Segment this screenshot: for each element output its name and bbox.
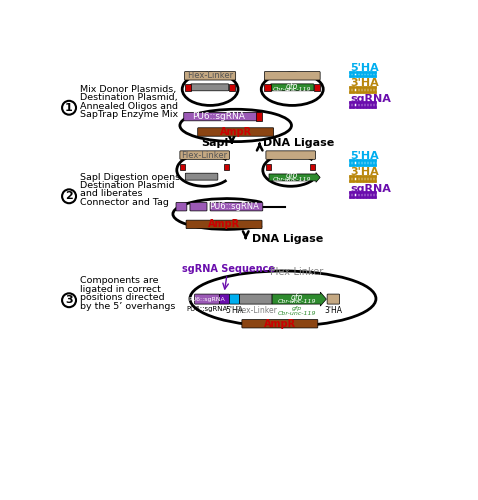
- Text: gfp: gfp: [286, 171, 298, 180]
- FancyBboxPatch shape: [210, 202, 263, 211]
- Text: Annealed Oligos and: Annealed Oligos and: [80, 102, 178, 110]
- PathPatch shape: [272, 292, 326, 306]
- Text: PU6::sgRNA: PU6::sgRNA: [189, 296, 225, 302]
- Text: 2: 2: [65, 192, 73, 202]
- FancyBboxPatch shape: [185, 173, 218, 180]
- Text: gfp
Cbr-unc-119: gfp Cbr-unc-119: [278, 306, 316, 316]
- Text: SapI Digestion opens: SapI Digestion opens: [80, 172, 180, 182]
- FancyBboxPatch shape: [271, 84, 314, 91]
- Text: Connector and Tag: Connector and Tag: [80, 198, 169, 207]
- Text: positions directed: positions directed: [80, 294, 164, 302]
- Text: DNA Ligase: DNA Ligase: [263, 138, 334, 148]
- Text: 3: 3: [65, 295, 73, 305]
- FancyBboxPatch shape: [242, 320, 318, 328]
- Bar: [228, 84, 235, 91]
- Text: sgRNA: sgRNA: [350, 184, 391, 194]
- Text: Components are: Components are: [80, 276, 158, 285]
- Text: gfp: gfp: [291, 292, 303, 302]
- FancyBboxPatch shape: [264, 72, 320, 80]
- Text: 5'HA: 5'HA: [350, 151, 379, 161]
- Text: 3'HA: 3'HA: [325, 306, 342, 314]
- Text: Destination Plasmid,: Destination Plasmid,: [80, 93, 177, 102]
- Text: Cbr-unc-119: Cbr-unc-119: [278, 300, 316, 304]
- Text: 5'HA: 5'HA: [225, 306, 243, 314]
- FancyBboxPatch shape: [184, 112, 261, 121]
- Text: SapI: SapI: [201, 138, 228, 148]
- Text: Cbr-unc-119: Cbr-unc-119: [273, 177, 312, 182]
- Text: PU6::sgRNA: PU6::sgRNA: [209, 202, 259, 211]
- Text: Flex-Linker: Flex-Linker: [187, 72, 233, 80]
- Text: Destination Plasmid: Destination Plasmid: [80, 181, 174, 190]
- Bar: [310, 164, 315, 170]
- Text: Flex-Linker: Flex-Linker: [182, 150, 228, 160]
- Text: Flex-Linker: Flex-Linker: [235, 306, 277, 314]
- FancyBboxPatch shape: [239, 294, 272, 304]
- Bar: [266, 164, 272, 170]
- Text: sgRNA: sgRNA: [350, 94, 391, 104]
- Bar: [180, 164, 185, 170]
- Text: PU6::sgRNA: PU6::sgRNA: [192, 112, 245, 121]
- Bar: [264, 84, 271, 91]
- FancyBboxPatch shape: [186, 220, 262, 228]
- Text: gfp: gfp: [286, 82, 298, 90]
- Text: AmpR: AmpR: [264, 318, 296, 328]
- Text: by the 5’ overhangs: by the 5’ overhangs: [80, 302, 175, 311]
- Bar: [314, 84, 320, 91]
- Text: 1: 1: [65, 102, 73, 113]
- Text: 5'HA: 5'HA: [350, 62, 379, 72]
- Bar: [256, 112, 262, 121]
- FancyBboxPatch shape: [195, 294, 219, 304]
- FancyBboxPatch shape: [229, 294, 239, 304]
- FancyBboxPatch shape: [180, 151, 229, 160]
- FancyBboxPatch shape: [327, 294, 339, 304]
- Text: Flex-Linker: Flex-Linker: [270, 267, 324, 277]
- FancyBboxPatch shape: [266, 151, 315, 160]
- Bar: [224, 164, 229, 170]
- Text: AmpR: AmpR: [208, 220, 240, 230]
- Text: AmpR: AmpR: [219, 127, 252, 137]
- Text: Mix Donor Plasmids,: Mix Donor Plasmids,: [80, 85, 176, 94]
- FancyBboxPatch shape: [198, 128, 273, 136]
- Text: sgRNA Sequence: sgRNA Sequence: [182, 264, 275, 274]
- PathPatch shape: [269, 172, 320, 182]
- Bar: [185, 84, 191, 91]
- FancyBboxPatch shape: [185, 72, 236, 80]
- FancyBboxPatch shape: [191, 84, 228, 91]
- FancyBboxPatch shape: [219, 294, 229, 304]
- Text: 3'HA: 3'HA: [350, 78, 379, 88]
- Text: Cbr-unc-119: Cbr-unc-119: [273, 87, 312, 92]
- Text: SapTrap Enzyme Mix: SapTrap Enzyme Mix: [80, 110, 178, 119]
- Text: ligated in correct: ligated in correct: [80, 285, 161, 294]
- Text: DNA Ligase: DNA Ligase: [252, 234, 323, 243]
- FancyBboxPatch shape: [190, 202, 207, 211]
- Text: and liberates: and liberates: [80, 190, 142, 198]
- Text: PU6::sgRNA: PU6::sgRNA: [186, 306, 228, 312]
- FancyBboxPatch shape: [176, 202, 187, 211]
- Text: 3'HA: 3'HA: [350, 168, 379, 177]
